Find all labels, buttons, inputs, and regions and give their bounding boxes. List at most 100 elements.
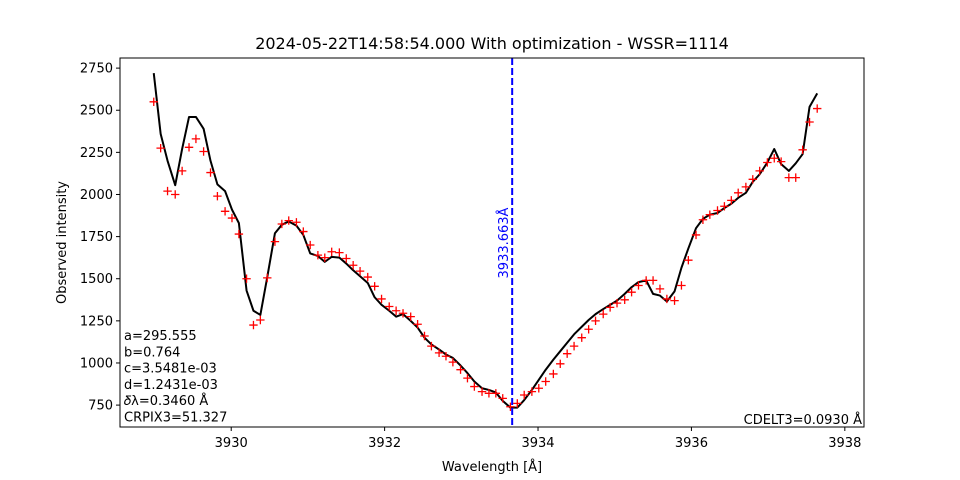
observed-point bbox=[377, 294, 386, 304]
observed-point bbox=[306, 240, 315, 250]
observed-point bbox=[734, 188, 743, 197]
observed-point bbox=[299, 227, 308, 236]
observed-point bbox=[427, 341, 436, 351]
observed-point bbox=[634, 281, 643, 290]
observed-point bbox=[335, 248, 344, 257]
observed-point bbox=[713, 206, 722, 215]
observed-point bbox=[284, 216, 293, 225]
observed-point bbox=[420, 331, 429, 341]
observed-point bbox=[227, 213, 237, 223]
observed-point bbox=[605, 303, 615, 312]
observed-point bbox=[763, 158, 772, 167]
observed-point bbox=[234, 229, 244, 239]
observed-point bbox=[741, 182, 751, 192]
observed-point bbox=[498, 394, 507, 403]
observed-point bbox=[470, 382, 479, 391]
observed-point bbox=[385, 302, 394, 311]
x-tick-label: 3936 bbox=[675, 436, 708, 451]
observed-point bbox=[348, 261, 358, 270]
y-tick-label: 1500 bbox=[80, 272, 113, 287]
observed-point bbox=[791, 173, 800, 182]
observed-point bbox=[591, 316, 600, 326]
observed-point bbox=[684, 255, 693, 265]
fit-parameter-text: a=295.555 bbox=[124, 329, 197, 344]
observed-point bbox=[242, 274, 251, 283]
observed-point bbox=[770, 154, 779, 163]
observed-point bbox=[355, 266, 365, 276]
observed-point bbox=[813, 104, 822, 113]
observed-point bbox=[577, 333, 586, 342]
observed-point bbox=[677, 281, 686, 290]
line-center-label: 3933.663Å bbox=[496, 207, 512, 278]
observed-point bbox=[434, 348, 444, 358]
observed-point bbox=[191, 134, 201, 144]
observed-point bbox=[249, 320, 258, 330]
observed-point bbox=[513, 399, 522, 408]
x-axis-label: Wavelength [Å] bbox=[442, 459, 542, 475]
observed-point bbox=[171, 190, 180, 199]
observed-point bbox=[163, 186, 172, 196]
observed-point bbox=[413, 320, 422, 329]
y-tick-label: 2000 bbox=[80, 188, 113, 203]
observed-point bbox=[584, 325, 593, 334]
observed-point bbox=[199, 147, 208, 156]
y-tick-label: 750 bbox=[88, 399, 113, 414]
y-tick-label: 2750 bbox=[80, 62, 113, 77]
observed-point bbox=[398, 309, 408, 318]
observed-point bbox=[541, 377, 550, 386]
x-tick-label: 3938 bbox=[828, 436, 861, 451]
observed-point bbox=[599, 309, 608, 319]
observed-point bbox=[670, 296, 679, 305]
observed-point bbox=[463, 373, 472, 383]
observed-point bbox=[534, 384, 543, 393]
observed-point bbox=[220, 207, 230, 216]
x-tick-label: 3932 bbox=[368, 436, 401, 451]
x-tick-label: 3930 bbox=[215, 436, 248, 451]
observed-point bbox=[755, 166, 764, 176]
y-tick-label: 1250 bbox=[80, 314, 113, 329]
observed-point bbox=[705, 210, 715, 219]
observed-point bbox=[691, 230, 701, 240]
observed-point bbox=[556, 359, 565, 369]
y-tick-label: 1750 bbox=[80, 230, 113, 245]
observed-point bbox=[698, 215, 708, 224]
observed-point bbox=[720, 202, 729, 211]
chart-title: 2024-05-22T14:58:54.000 With optimizatio… bbox=[255, 34, 729, 53]
y-axis-label: Observed intensity bbox=[55, 181, 70, 304]
observed-point bbox=[263, 273, 272, 283]
observed-point bbox=[748, 175, 757, 184]
observed-point bbox=[805, 117, 814, 127]
y-tick-label: 2500 bbox=[80, 104, 113, 119]
fit-parameter-text: CRPIX3=51.327 bbox=[124, 411, 227, 426]
observed-point bbox=[206, 168, 215, 177]
observed-point bbox=[177, 166, 187, 176]
observed-point bbox=[491, 389, 501, 398]
observed-point bbox=[184, 143, 194, 152]
observed-point bbox=[655, 284, 665, 294]
observed-point bbox=[456, 365, 465, 374]
cdelt-annotation: CDELT3=0.0930 Å bbox=[744, 412, 862, 428]
observed-point bbox=[213, 191, 222, 201]
observed-point bbox=[363, 272, 372, 282]
y-tick-label: 1000 bbox=[80, 356, 113, 371]
observed-point bbox=[662, 294, 672, 304]
observed-point bbox=[441, 352, 451, 361]
fit-parameter-text: d=1.2431e-03 bbox=[124, 378, 218, 393]
observed-point bbox=[313, 250, 323, 260]
observed-point bbox=[270, 237, 280, 246]
x-tick-label: 3934 bbox=[521, 436, 554, 451]
observed-point bbox=[448, 357, 458, 367]
observed-point bbox=[391, 306, 401, 315]
observed-point bbox=[149, 97, 158, 107]
observed-point bbox=[406, 312, 415, 321]
fit-parameter-text: b=0.764 bbox=[124, 345, 180, 360]
observed-point bbox=[569, 341, 579, 351]
observed-point bbox=[320, 253, 329, 262]
observed-point bbox=[477, 387, 487, 396]
observed-point bbox=[256, 315, 265, 325]
observed-point bbox=[648, 276, 658, 285]
observed-point bbox=[798, 145, 807, 155]
observed-point bbox=[620, 295, 629, 304]
